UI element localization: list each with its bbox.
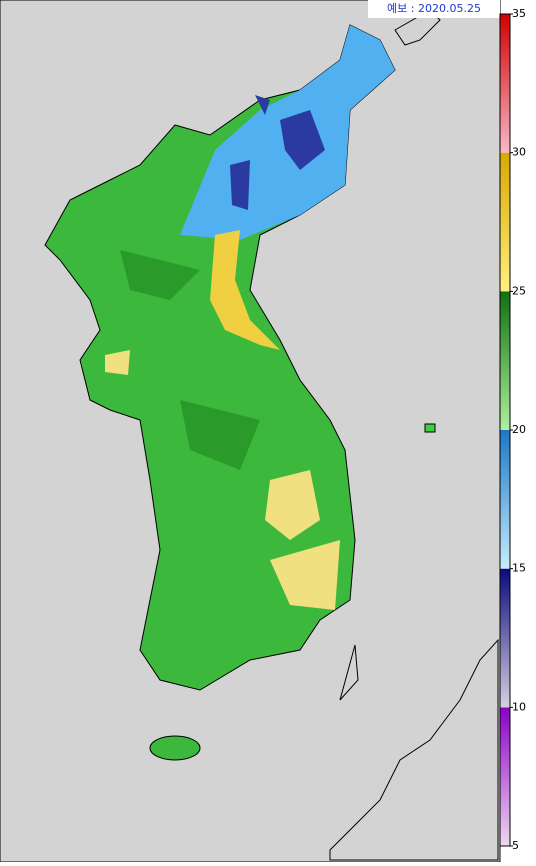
colorbar-segment	[500, 14, 510, 153]
colorbar-segment	[500, 568, 510, 708]
colorbar-segment	[500, 707, 510, 846]
colorbar-tick-label: 20	[512, 423, 526, 436]
colorbar-segment	[500, 291, 510, 430]
warm-strip	[210, 230, 280, 350]
colorbar-tick-label: 25	[512, 284, 526, 297]
land	[44, 9, 499, 861]
cold-patch	[230, 95, 325, 210]
colorbar-segment	[500, 430, 510, 569]
colorbar: 5 10 15 20 25 30 35	[499, 7, 526, 852]
colorbar-tick-label: 5	[512, 839, 519, 852]
colorbar-tick-label: 10	[512, 700, 526, 713]
colorbar-tick-label: 35	[512, 7, 526, 20]
forecast-date: 예보 : 2020.05.25	[387, 2, 481, 15]
date-box	[368, 0, 500, 18]
jeju-island	[149, 735, 201, 761]
ulleung-island	[424, 423, 436, 433]
warm-patch	[105, 350, 340, 610]
green-patch	[120, 250, 260, 470]
colorbar-tick-label: 30	[512, 146, 526, 159]
colorbar-tick-label: 15	[512, 562, 526, 575]
colorbar-segment	[500, 152, 510, 292]
